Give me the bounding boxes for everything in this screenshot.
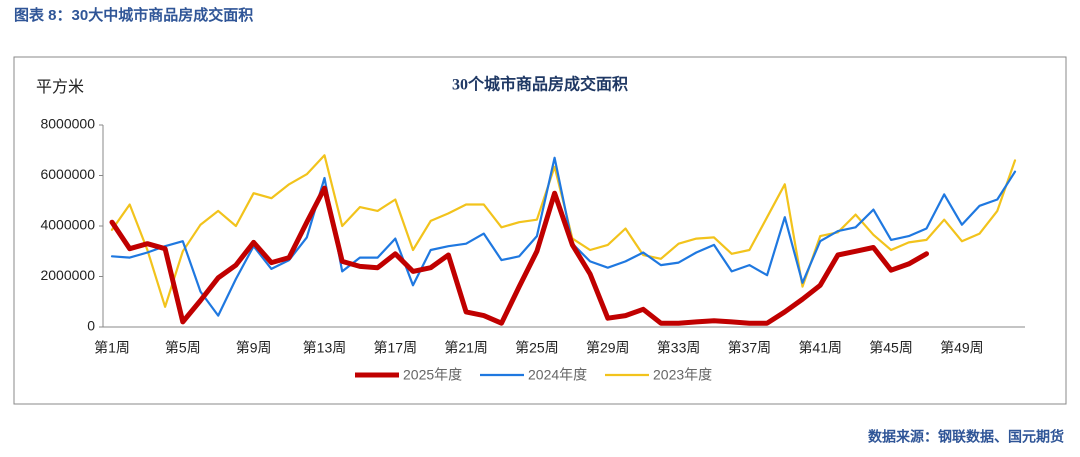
x-tick-label: 第21周 [444,340,488,356]
frame [13,56,1067,405]
x-tick-label: 第9周 [236,340,272,356]
y-tick-label: 6000000 [40,166,95,182]
line-series [110,154,1017,308]
legend-label: 2025年度 [403,367,462,383]
x-tick-label: 第29周 [586,340,630,356]
y-tick-label: 0 [87,318,95,334]
line-series [110,156,1017,317]
y-axis-label: 平方米 [36,78,84,96]
chart-title: 30个城市商品房成交面积 [452,75,628,94]
x-tick-label: 第1周 [94,340,130,356]
legend-label: 2024年度 [528,367,587,383]
y-tick-label: 8000000 [40,116,95,132]
x-tick-label: 第49周 [940,340,984,356]
x-tick-label: 第5周 [165,340,201,356]
x-tick-label: 第45周 [869,340,913,356]
source: 数据来源：钢联数据、国元期货 [868,429,1064,445]
line-series [109,185,929,326]
y-tick-label: 2000000 [40,267,95,283]
x-tick-label: 第33周 [657,340,701,356]
y-tick-label: 4000000 [40,217,95,233]
x-tick-label: 第13周 [303,340,347,356]
legend-label: 2023年度 [653,367,712,383]
x-tick-label: 第37周 [728,340,772,356]
x-tick-label: 第25周 [515,340,559,356]
x-tick-label: 第17周 [374,340,418,356]
x-tick-label: 第41周 [798,340,842,356]
header-title: 图表 8：30大中城市商品房成交面积 [14,6,253,24]
